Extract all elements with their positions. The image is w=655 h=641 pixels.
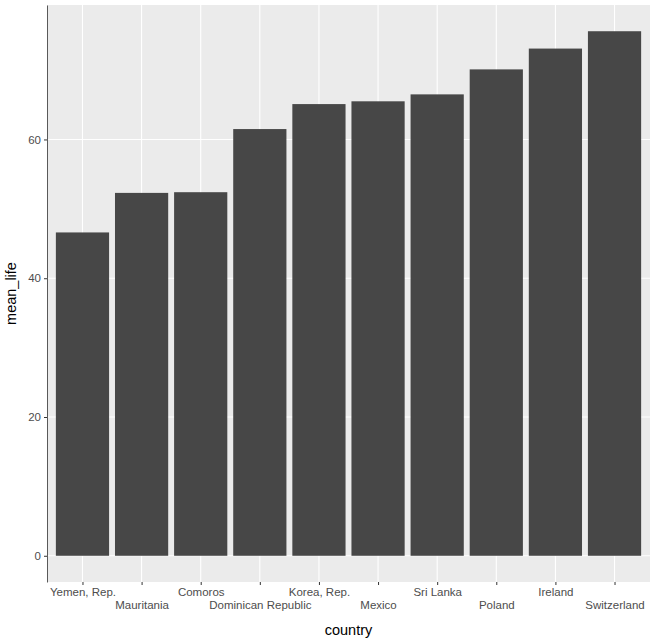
tick-mark <box>319 582 320 585</box>
tick-mark <box>378 582 379 585</box>
tick-label: Sri Lanka <box>413 586 462 598</box>
bar <box>411 94 464 555</box>
tick-label: 60 <box>28 134 41 146</box>
bar <box>588 31 641 556</box>
tick: Mauritania <box>115 582 169 611</box>
tick: Sri Lanka <box>413 582 462 598</box>
tick: Yemen, Rep. <box>50 582 116 598</box>
bar <box>56 232 109 555</box>
tick-mark <box>44 278 47 279</box>
tick-mark <box>260 582 261 585</box>
axis-line <box>47 6 48 583</box>
tick-label: Comoros <box>178 586 225 598</box>
bar <box>174 192 227 556</box>
grid <box>47 5 650 582</box>
tick-mark <box>44 417 47 418</box>
tick: 20 <box>28 411 47 423</box>
tick-mark <box>496 582 497 585</box>
bar <box>470 69 523 555</box>
tick: 60 <box>28 134 47 146</box>
tick: 40 <box>28 272 47 284</box>
x-axis: Yemen, Rep.Mauritania ComorosDominican Re… <box>48 582 651 611</box>
tick-mark <box>201 582 202 585</box>
bars <box>56 31 641 556</box>
tick: Ireland <box>538 582 573 598</box>
tick-label: Poland <box>479 599 515 611</box>
axis-line <box>48 582 651 583</box>
tick: Switzerland <box>585 582 644 611</box>
plot: 0 20 40 60 Yemen, Rep.Mauritania ComorosDomin… <box>28 5 650 611</box>
tick-mark <box>44 556 47 557</box>
tick-mark <box>555 582 556 585</box>
tick-label: Mauritania <box>115 599 169 611</box>
tick-mark <box>82 582 83 585</box>
tick-label: 0 <box>35 550 41 562</box>
tick-label: Switzerland <box>585 599 644 611</box>
bar <box>351 101 404 555</box>
panel-background <box>47 5 650 582</box>
tick-label: Ireland <box>538 586 573 598</box>
tick: Poland <box>479 582 515 611</box>
tick-label: Mexico <box>360 599 396 611</box>
bar <box>529 49 582 556</box>
x-axis-title: country <box>325 622 373 638</box>
tick: Mexico <box>360 582 396 611</box>
tick: Comoros <box>178 582 225 598</box>
bar <box>292 104 345 556</box>
y-axis: 0 20 40 60 <box>28 6 47 583</box>
tick-label: Yemen, Rep. <box>50 586 116 598</box>
tick-label: 20 <box>28 411 41 423</box>
tick: Korea, Rep. <box>289 582 350 598</box>
tick-label: Dominican Republic <box>209 599 312 611</box>
y-axis-title: mean_life <box>3 262 19 325</box>
tick-mark <box>44 139 47 140</box>
tick-mark <box>615 582 616 585</box>
chart: 0 20 40 60 Yemen, Rep.Mauritania ComorosDomin… <box>0 0 655 641</box>
tick-label: Korea, Rep. <box>289 586 350 598</box>
tick: 0 <box>35 550 47 562</box>
bar <box>233 129 286 556</box>
tick-label: 40 <box>28 272 41 284</box>
tick-mark <box>437 582 438 585</box>
tick-mark <box>142 582 143 585</box>
bar <box>115 193 168 556</box>
